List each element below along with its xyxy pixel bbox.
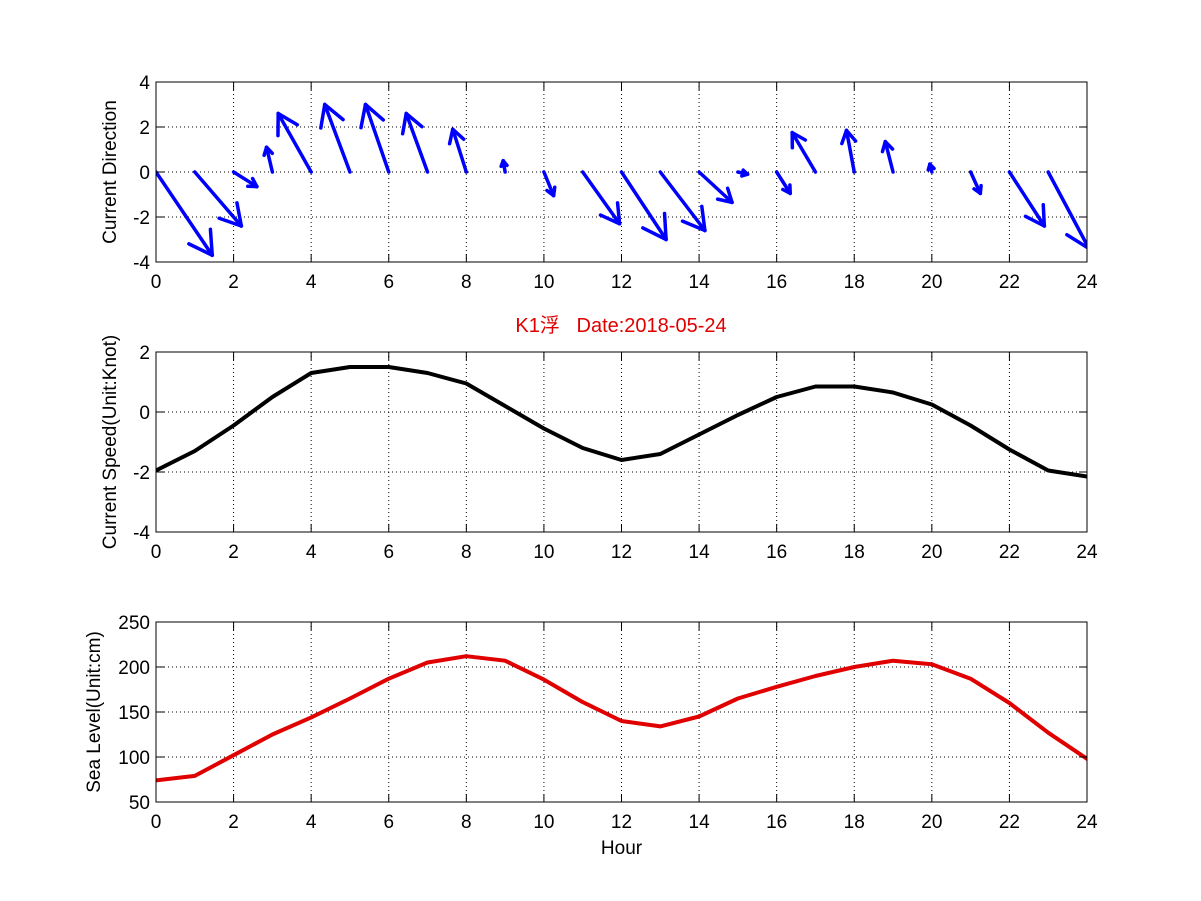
x-tick-label: 2	[228, 812, 239, 833]
current-arrow	[840, 128, 858, 174]
x-tick-label: 8	[461, 812, 472, 833]
current-arrow	[359, 102, 391, 174]
x-tick-label: 0	[151, 272, 162, 293]
x-tick-label: 0	[151, 812, 162, 833]
x-tick-label: 16	[766, 812, 787, 833]
x-tick-label: 8	[461, 272, 472, 293]
x-tick-label: 8	[461, 542, 472, 563]
x-tick-label: 20	[921, 542, 942, 563]
current-arrow	[499, 159, 509, 174]
x-tick-label: 10	[533, 812, 554, 833]
y-tick-label: 2	[139, 118, 150, 139]
y-tick-label: -2	[133, 208, 150, 229]
current-arrow	[790, 130, 818, 174]
current-arrow	[619, 170, 668, 242]
current-arrow	[156, 170, 214, 257]
series-line	[156, 365, 1087, 479]
current-arrow	[193, 170, 244, 228]
x-tick-label: 14	[689, 272, 711, 293]
x-tick-label: 18	[844, 542, 865, 563]
x-tick-label: 0	[151, 542, 162, 563]
x-axis-label: Hour	[601, 838, 643, 859]
x-tick-label: 6	[383, 272, 394, 293]
y-tick-label: 150	[118, 703, 150, 724]
current-direction-arrows	[156, 102, 1087, 257]
series-line	[156, 654, 1087, 783]
y-tick-label: 0	[139, 163, 150, 184]
x-tick-label: 10	[533, 542, 554, 563]
x-tick-label: 6	[383, 812, 394, 833]
x-tick-label: 12	[611, 812, 632, 833]
x-tick-label: 16	[766, 542, 787, 563]
x-tick-label: 4	[306, 272, 317, 293]
current-arrow	[736, 168, 750, 178]
y-tick-label: 50	[129, 793, 150, 814]
current-arrow	[542, 170, 557, 198]
y-tick-label: -4	[133, 523, 150, 544]
y-tick-label: -2	[133, 463, 150, 484]
x-tick-label: 18	[844, 272, 865, 293]
x-tick-label: 22	[999, 812, 1020, 833]
current-speed-panel: 0 2 4 6 8 10 12 14 16 18 20 22 24-4-202 Current Spee…	[100, 335, 1098, 563]
y-axis-label: Current Direction	[100, 100, 121, 244]
y-axis-label: Current Speed(Unit:Knot)	[100, 335, 121, 549]
y-tick-label: 4	[139, 73, 150, 94]
x-tick-label: 24	[1076, 812, 1098, 833]
axis-ticks: 0 2 4 6 8 10 12 14 16 18 20 22 24-4-202	[133, 343, 1098, 563]
current-arrow	[276, 111, 313, 174]
x-tick-label: 4	[306, 812, 317, 833]
y-tick-label: 250	[118, 613, 150, 634]
x-tick-label: 20	[921, 812, 942, 833]
current-arrow	[319, 102, 352, 174]
x-tick-label: 2	[228, 272, 239, 293]
current-arrow	[231, 170, 259, 189]
current-arrow	[1007, 170, 1047, 228]
x-tick-label: 22	[999, 272, 1020, 293]
y-axis-label: Sea Level(Unit:cm)	[84, 631, 105, 793]
current-arrow	[968, 170, 983, 196]
y-tick-label: -4	[133, 253, 150, 274]
current-arrow	[447, 127, 469, 174]
x-tick-label: 12	[611, 272, 632, 293]
current-arrow	[880, 139, 895, 174]
current-arrow	[580, 170, 622, 226]
current-arrow	[926, 162, 936, 174]
current-arrow	[697, 170, 734, 205]
x-tick-label: 18	[844, 812, 865, 833]
x-tick-label: 24	[1076, 542, 1098, 563]
x-tick-label: 2	[228, 542, 239, 563]
y-tick-label: 2	[139, 343, 150, 364]
chart-title: K1浮 Date:2018-05-24	[515, 314, 726, 337]
x-tick-label: 4	[306, 542, 317, 563]
current-arrow	[262, 145, 275, 174]
x-tick-label: 14	[689, 542, 711, 563]
y-tick-label: 100	[118, 748, 150, 769]
x-tick-label: 20	[921, 272, 942, 293]
current-arrow	[1046, 170, 1087, 250]
x-tick-label: 22	[999, 542, 1020, 563]
y-tick-label: 200	[118, 658, 150, 679]
x-tick-label: 16	[766, 272, 787, 293]
current-speed-series	[156, 365, 1087, 479]
x-tick-label: 24	[1076, 272, 1098, 293]
x-tick-label: 6	[383, 542, 394, 563]
current-arrow	[400, 111, 430, 174]
x-tick-label: 10	[533, 272, 554, 293]
sea-level-series	[156, 654, 1087, 783]
current-arrow	[658, 170, 707, 233]
x-tick-label: 14	[689, 812, 711, 833]
y-tick-label: 0	[139, 403, 150, 424]
x-tick-label: 12	[611, 542, 632, 563]
current-arrow	[774, 170, 792, 196]
